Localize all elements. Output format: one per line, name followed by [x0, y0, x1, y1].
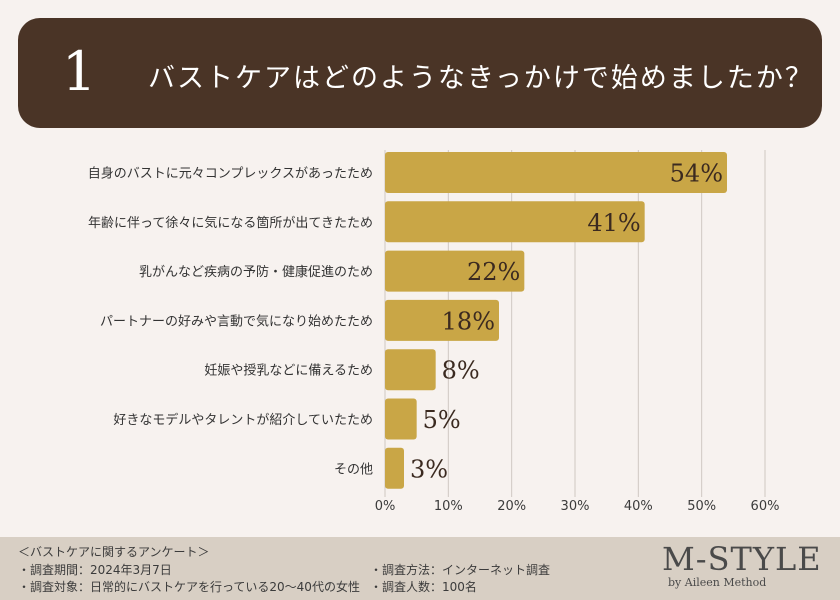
data-label: 5%: [423, 406, 461, 434]
x-tick-label: 50%: [687, 499, 716, 514]
survey-method: ・調査方法：インターネット調査: [370, 563, 551, 577]
bar: [385, 299, 499, 341]
survey-footer: ＜バストケアに関するアンケート＞ ・調査期間：2024年3月7日 ・調査対象：日…: [0, 537, 840, 600]
x-tick-label: 40%: [624, 499, 653, 514]
x-tick-label: 30%: [561, 499, 590, 514]
brand-name: M-STYLE: [662, 540, 822, 578]
x-tick-label: 10%: [434, 499, 463, 514]
bar-chart: 0% 10% 20% 30% 40% 50% 60% 自身のバストに元々コンプレックスがあった…: [88, 150, 780, 514]
bar: [385, 398, 417, 440]
data-label: 3%: [410, 455, 448, 483]
data-label: 41%: [587, 209, 640, 237]
question-number: 1: [62, 40, 97, 103]
x-tick-label: 60%: [751, 499, 780, 514]
category-label: 年齢に伴って徐々に気になる箇所が出てきたため: [88, 215, 373, 231]
data-label: 8%: [442, 357, 480, 385]
question-banner: 1 バストケアはどのようなきっかけで始めましたか？: [18, 18, 822, 128]
question-title: バストケアはどのようなきっかけで始めましたか？: [148, 63, 814, 94]
bar: [385, 201, 645, 243]
bar: [385, 250, 525, 292]
data-label: 18%: [442, 307, 495, 335]
bar: [385, 152, 727, 193]
survey-title: ＜バストケアに関するアンケート＞: [18, 545, 210, 559]
category-label: 妊娠や授乳などに備えるため: [204, 363, 373, 379]
x-tick-label: 20%: [497, 499, 526, 514]
survey-period: ・調査期間：2024年3月7日: [18, 563, 172, 577]
data-label: 54%: [670, 160, 723, 188]
category-label: 自身のバストに元々コンプレックスがあったため: [88, 166, 373, 182]
survey-target: ・調査対象：日常的にバストケアを行っている20～40代の女性: [18, 580, 360, 594]
bar: [385, 349, 436, 391]
category-label: 好きなモデルやタレントが紹介していたため: [113, 412, 373, 428]
survey-count: ・調査人数：100名: [370, 580, 477, 594]
brand-tagline: by Aileen Method: [668, 576, 767, 589]
data-label: 22%: [467, 258, 520, 286]
category-label: パートナーの好みや言動で気になり始めたため: [100, 313, 373, 329]
bar: [385, 447, 404, 489]
category-label: その他: [334, 462, 373, 477]
brand-logo: M-STYLE by Aileen Method: [662, 541, 822, 589]
category-label: 乳がんなど疾病の予防・健康促進のため: [139, 264, 373, 280]
x-tick-label: 0%: [375, 499, 396, 514]
